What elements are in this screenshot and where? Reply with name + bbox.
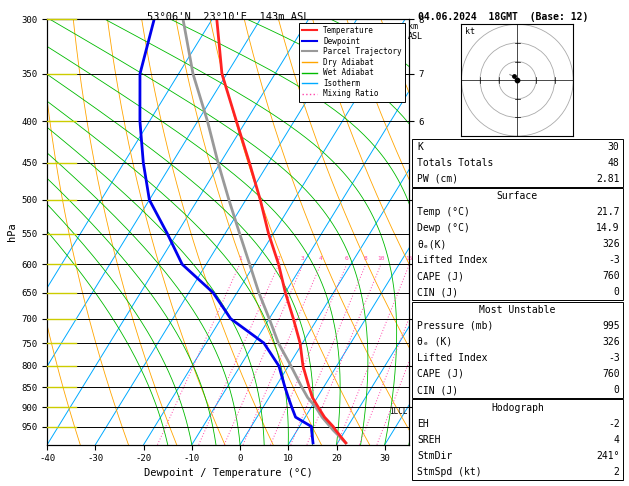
Text: StmDir: StmDir <box>417 451 452 461</box>
Text: Dewp (°C): Dewp (°C) <box>417 223 470 233</box>
Text: CAPE (J): CAPE (J) <box>417 369 464 379</box>
Text: 6: 6 <box>345 257 348 261</box>
Text: 4: 4 <box>614 434 620 445</box>
Text: θₑ (K): θₑ (K) <box>417 337 452 347</box>
Text: Totals Totals: Totals Totals <box>417 157 493 168</box>
Text: 2: 2 <box>277 257 281 261</box>
Text: 20: 20 <box>426 257 434 261</box>
Text: 10: 10 <box>377 257 385 261</box>
Text: 30: 30 <box>608 141 620 152</box>
Text: 4: 4 <box>319 257 323 261</box>
Text: 15: 15 <box>406 257 413 261</box>
Text: 326: 326 <box>602 337 620 347</box>
Text: 21.7: 21.7 <box>596 207 620 217</box>
Text: 0: 0 <box>614 287 620 297</box>
Text: Pressure (mb): Pressure (mb) <box>417 321 493 331</box>
Text: StmSpd (kt): StmSpd (kt) <box>417 467 482 477</box>
Text: Surface: Surface <box>497 191 538 201</box>
Text: 2: 2 <box>614 467 620 477</box>
Text: 760: 760 <box>602 369 620 379</box>
Text: SREH: SREH <box>417 434 440 445</box>
Text: Most Unstable: Most Unstable <box>479 305 555 315</box>
Text: 3: 3 <box>301 257 305 261</box>
Text: CAPE (J): CAPE (J) <box>417 271 464 281</box>
Text: km
ASL: km ASL <box>408 22 423 41</box>
Y-axis label: hPa: hPa <box>7 223 17 242</box>
Text: 241°: 241° <box>596 451 620 461</box>
Text: 0: 0 <box>614 385 620 395</box>
Text: Temp (°C): Temp (°C) <box>417 207 470 217</box>
Text: 04.06.2024  18GMT  (Base: 12): 04.06.2024 18GMT (Base: 12) <box>418 12 589 22</box>
Point <box>513 76 523 84</box>
Text: 48: 48 <box>608 157 620 168</box>
Text: CIN (J): CIN (J) <box>417 287 458 297</box>
Text: 1LCL: 1LCL <box>389 407 408 416</box>
Text: 25: 25 <box>443 257 450 261</box>
Text: kt: kt <box>465 27 475 35</box>
Text: Hodograph: Hodograph <box>491 402 544 413</box>
Text: EH: EH <box>417 418 429 429</box>
Text: 1: 1 <box>238 257 242 261</box>
Text: 326: 326 <box>602 239 620 249</box>
Text: -3: -3 <box>608 255 620 265</box>
Text: -3: -3 <box>608 353 620 363</box>
Text: PW (cm): PW (cm) <box>417 174 458 184</box>
Text: 8: 8 <box>364 257 367 261</box>
Text: © weatheronline.co.uk: © weatheronline.co.uk <box>412 471 525 480</box>
Text: 2.81: 2.81 <box>596 174 620 184</box>
Text: Lifted Index: Lifted Index <box>417 255 487 265</box>
Y-axis label: Mixing Ratio (g/kg): Mixing Ratio (g/kg) <box>428 176 438 288</box>
Text: 53°06'N  23°10'E  143m ASL: 53°06'N 23°10'E 143m ASL <box>147 12 309 22</box>
Text: θₑ(K): θₑ(K) <box>417 239 447 249</box>
Text: 14.9: 14.9 <box>596 223 620 233</box>
Text: 760: 760 <box>602 271 620 281</box>
Point <box>509 72 519 80</box>
Legend: Temperature, Dewpoint, Parcel Trajectory, Dry Adiabat, Wet Adiabat, Isotherm, Mi: Temperature, Dewpoint, Parcel Trajectory… <box>299 23 405 102</box>
Text: Lifted Index: Lifted Index <box>417 353 487 363</box>
Text: CIN (J): CIN (J) <box>417 385 458 395</box>
X-axis label: Dewpoint / Temperature (°C): Dewpoint / Temperature (°C) <box>143 468 313 478</box>
Text: 995: 995 <box>602 321 620 331</box>
Text: K: K <box>417 141 423 152</box>
Text: -2: -2 <box>608 418 620 429</box>
